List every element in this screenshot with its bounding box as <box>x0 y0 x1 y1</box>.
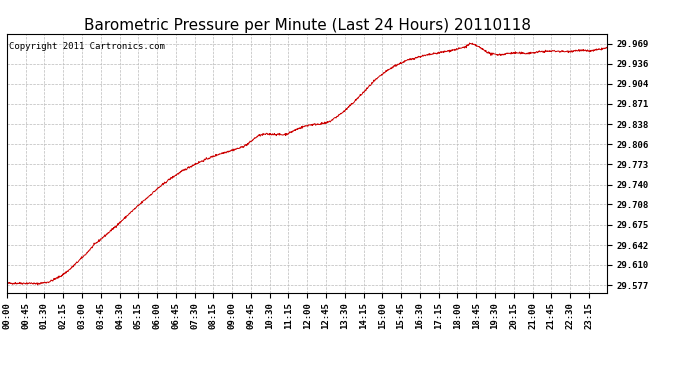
Text: Copyright 2011 Cartronics.com: Copyright 2011 Cartronics.com <box>9 42 165 51</box>
Title: Barometric Pressure per Minute (Last 24 Hours) 20110118: Barometric Pressure per Minute (Last 24 … <box>83 18 531 33</box>
